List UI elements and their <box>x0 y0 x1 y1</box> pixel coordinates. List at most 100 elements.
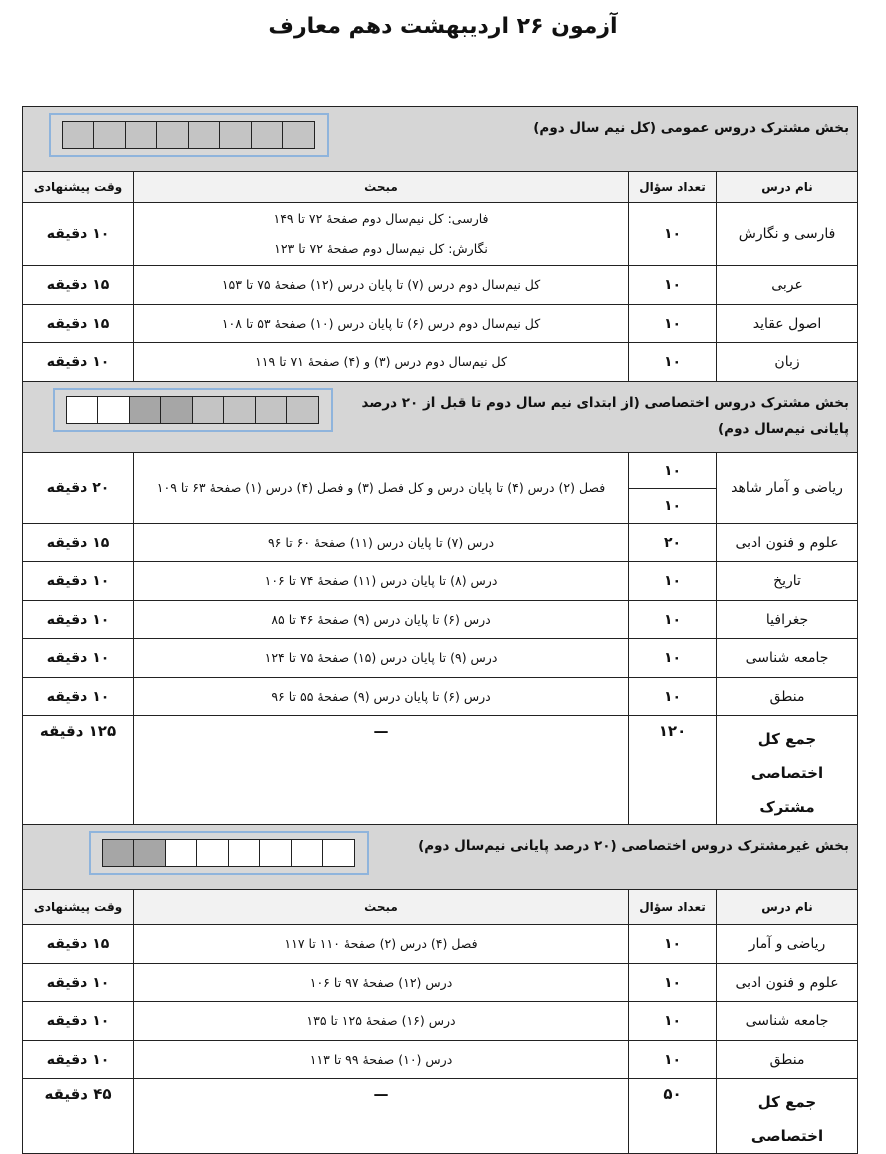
subject-name: فارسی و نگارش <box>716 202 859 266</box>
table-row: عربی ۱۰ کل نیم‌سال دوم درس (۷) تا پایان در… <box>21 265 859 305</box>
subject-name: جامعه شناسی <box>716 638 859 678</box>
question-count: ۱۰ <box>628 265 718 305</box>
column-header-time: وقت پیشنهادی <box>21 889 135 925</box>
section-header-cell: بخش غیرمشترک دروس اختصاصی (۲۰ درصد پایان… <box>21 824 859 890</box>
table-row: فارسی و نگارش ۱۰ فارسی: کل نیم‌سال دوم صفح… <box>21 202 859 266</box>
table-row: ریاضی و آمار ۱۰ فصل (۴) درس (۲) صفحهٔ ۱۱۰ … <box>21 924 859 964</box>
question-count: ۱۰ <box>628 1040 718 1079</box>
section-title: بخش مشترک دروس عمومی (کل نیم سال دوم) <box>533 120 850 136</box>
suggested-time: ۱۰ دقیقه <box>21 561 135 601</box>
table-row: زبان ۱۰ کل نیم‌سال دوم درس (۳) و (۴) صفحهٔ… <box>21 342 859 382</box>
question-count: ۲۰ <box>628 523 718 562</box>
progress-cell <box>97 396 130 424</box>
subject-name: منطق <box>716 677 859 716</box>
section-header: بخش غیرمشترک دروس اختصاصی (۲۰ درصد پایان… <box>21 824 859 890</box>
suggested-time: ۱۵ دقیقه <box>21 265 135 305</box>
topic-line: فارسی: کل نیم‌سال دوم صفحهٔ ۷۲ تا ۱۴۹ <box>273 211 489 226</box>
suggested-time: ۱۰ دقیقه <box>21 638 135 678</box>
progress-cell <box>93 121 126 149</box>
suggested-time: ۱۵ دقیقه <box>21 924 135 964</box>
topic-line: کل نیم‌سال دوم درس (۳) و (۴) صفحهٔ ۷۱ تا… <box>255 354 507 369</box>
topic-line: درس (۷) تا پایان درس (۱۱) صفحهٔ ۶۰ تا ۹۶ <box>267 534 495 550</box>
column-header-name: نام درس <box>716 889 859 925</box>
progress-cell <box>124 121 158 149</box>
section-header: بخش مشترک دروس اختصاصی (از ابتدای نیم سا… <box>21 381 859 453</box>
topic-line: فصل (۲) درس (۴) تا پایان درس و کل فصل (۳… <box>156 480 606 495</box>
table-row: علوم و فنون ادبی ۱۰ درس (۱۲) صفحهٔ ۹۷ تا ۱… <box>21 963 859 1002</box>
question-count: ۱۰ <box>628 600 718 639</box>
column-header-count: تعداد سؤال <box>628 889 718 925</box>
question-count: ۱۰ <box>628 1001 718 1041</box>
question-count: ۱۰ <box>628 342 718 382</box>
topic: فصل (۲) درس (۴) تا پایان درس و کل فصل (۳… <box>133 452 630 524</box>
topic-line: کل نیم‌سال دوم درس (۶) تا پایان درس (۱۰)… <box>221 315 541 331</box>
progress-cell <box>282 121 315 149</box>
topic: کل نیم‌سال دوم درس (۷) تا پایان درس (۱۲)… <box>133 265 630 305</box>
topic-line: فصل (۴) درس (۲) صفحهٔ ۱۱۰ تا ۱۱۷ <box>284 936 478 951</box>
progress-boxes <box>49 113 329 157</box>
total-time: ۴۵ دقیقه <box>21 1078 135 1154</box>
topic: درس (۱۲) صفحهٔ ۹۷ تا ۱۰۶ <box>133 963 630 1002</box>
progress-cell <box>259 839 292 867</box>
question-count: ۱۰ <box>628 677 718 716</box>
progress-cell <box>61 121 95 149</box>
subject-name: ریاضی و آمار شاهد <box>716 452 859 524</box>
topic: فصل (۴) درس (۲) صفحهٔ ۱۱۰ تا ۱۱۷ <box>133 924 630 964</box>
progress-cell <box>156 121 189 149</box>
column-header-name: نام درس <box>716 171 859 203</box>
column-header-row: نام درس تعداد سؤال مبحث وقت پیشنهادی <box>21 171 859 203</box>
progress-cell <box>322 839 355 867</box>
subject-name: عربی <box>716 265 859 305</box>
progress-cell <box>164 839 198 867</box>
progress-cell <box>101 839 135 867</box>
progress-cell <box>219 121 252 149</box>
question-count: ۱۰ <box>628 963 718 1002</box>
total-topic: — <box>133 1078 630 1154</box>
total-topic: — <box>133 715 630 825</box>
progress-cell <box>187 121 221 149</box>
table-row: منطق ۱۰ درس (۶) تا پایان درس (۹) صفحهٔ ۵۵ … <box>21 677 859 716</box>
suggested-time: ۱۰ دقیقه <box>21 1040 135 1079</box>
subject-name: جغرافیا <box>716 600 859 639</box>
section-title: بخش مشترک دروس اختصاصی (از ابتدای نیم سا… <box>361 395 850 437</box>
question-count-part: ۱۰ <box>629 487 717 523</box>
suggested-time: ۱۰ دقیقه <box>21 963 135 1002</box>
suggested-time: ۱۵ دقیقه <box>21 304 135 343</box>
topic: درس (۱۶) صفحهٔ ۱۲۵ تا ۱۳۵ <box>133 1001 630 1041</box>
total-count: ۵۰ <box>628 1078 718 1154</box>
total-time: ۱۲۵ دقیقه <box>21 715 135 825</box>
progress-cell <box>223 396 256 424</box>
progress-cell <box>286 396 319 424</box>
subject-name: تاریخ <box>716 561 859 601</box>
total-row: جمع کل اختصاصی ۵۰—۴۵ دقیقه <box>21 1078 859 1154</box>
question-count: ۱۰ <box>628 638 718 678</box>
topic: درس (۹) تا پایان درس (۱۵) صفحهٔ ۷۵ تا ۱۲… <box>133 638 630 678</box>
topic-line: درس (۱۶) صفحهٔ ۱۲۵ تا ۱۳۵ <box>306 1013 456 1028</box>
topic: فارسی: کل نیم‌سال دوم صفحهٔ ۷۲ تا ۱۴۹ نگا… <box>133 202 630 266</box>
topic-line: درس (۸) تا پایان درس (۱۱) صفحهٔ ۷۴ تا ۱۰… <box>264 573 498 588</box>
total-count: ۱۲۰ <box>628 715 718 825</box>
topic: کل نیم‌سال دوم درس (۶) تا پایان درس (۱۰)… <box>133 304 630 343</box>
progress-cell <box>250 121 284 149</box>
question-count: ۱۰ ۱۰ <box>628 452 718 524</box>
subject-name: زبان <box>716 342 859 382</box>
page-title: آزمون ۲۶ اردیبهشت دهم معارف <box>268 14 618 39</box>
column-header-time: وقت پیشنهادی <box>21 171 135 203</box>
table-row: تاریخ ۱۰ درس (۸) تا پایان درس (۱۱) صفحهٔ ۷… <box>21 561 859 601</box>
topic: درس (۷) تا پایان درس (۱۱) صفحهٔ ۶۰ تا ۹۶ <box>133 523 630 562</box>
topic: درس (۱۰) صفحهٔ ۹۹ تا ۱۱۳ <box>133 1040 630 1079</box>
topic: درس (۸) تا پایان درس (۱۱) صفحهٔ ۷۴ تا ۱۰… <box>133 561 630 601</box>
total-label: جمع کل اختصاصی مشترک <box>716 715 859 825</box>
table-row: اصول عقاید ۱۰ کل نیم‌سال دوم درس (۶) تا پا… <box>21 304 859 343</box>
progress-cell <box>128 396 162 424</box>
column-header-topic: مبحث <box>133 889 630 925</box>
total-row: جمع کل اختصاصی مشترک ۱۲۰—۱۲۵ دقیقه <box>21 715 859 825</box>
question-count-part: ۱۰ <box>663 462 682 479</box>
suggested-time: ۱۰ دقیقه <box>21 1001 135 1041</box>
column-header-topic: مبحث <box>133 171 630 203</box>
question-count: ۱۰ <box>628 304 718 343</box>
suggested-time: ۲۰ دقیقه <box>21 452 135 524</box>
suggested-time: ۱۰ دقیقه <box>21 600 135 639</box>
table-row: منطق ۱۰ درس (۱۰) صفحهٔ ۹۹ تا ۱۱۳ ۱۰ دقیقه <box>21 1040 859 1079</box>
suggested-time: ۱۰ دقیقه <box>21 677 135 716</box>
